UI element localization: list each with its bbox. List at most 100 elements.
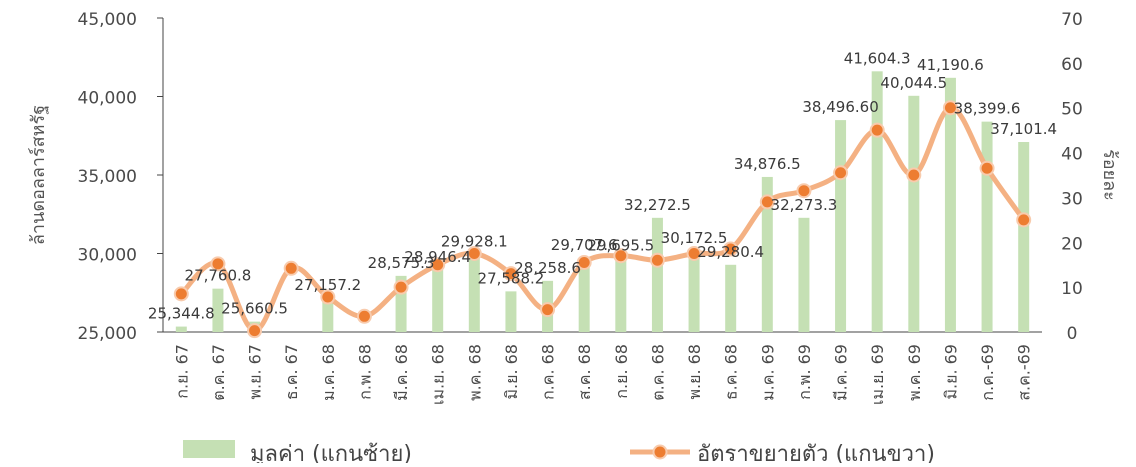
growth-point-18 [833,165,849,181]
category-label-7: เม.ย. 68 [429,344,448,405]
growth-line [178,105,1027,334]
right-axis-tick-label: 50 [1061,100,1083,120]
left-axis-tick-label: 25,000 [78,324,137,344]
legend-swatch-marker [652,444,668,460]
category-label-14: พ.ย. 68 [685,344,704,400]
category-label-19: เม.ย. 69 [868,344,887,405]
growth-point-12 [613,248,629,264]
category-label-9: มิ.ย. 68 [502,344,521,400]
left-axis-tick-label: 40,000 [78,89,137,109]
bar-value-label-10: 28,258.6 [514,259,581,277]
growth-point-14 [686,246,702,261]
category-label-22: ก.ค.-69 [978,344,997,401]
growth-point-10 [540,302,556,318]
category-label-15: ธ.ค. 68 [722,344,741,400]
bar-value-label-1: 27,760.8 [185,267,252,285]
category-label-2: พ.ย. 67 [246,344,265,400]
bar-value-label-19: 41,604.3 [844,49,911,67]
category-label-4: ม.ค. 68 [319,344,338,401]
bar-15 [725,264,737,332]
right-axis-title: ร้อยละ [1099,149,1120,201]
bar-19 [871,71,883,332]
bar-12 [615,258,627,332]
bar-14 [688,250,700,332]
legend-swatch-bar [183,440,235,458]
bar-1 [212,288,224,332]
bar-value-label-6: 28,575.3 [368,254,435,272]
category-label-0: ก.ย. 67 [172,344,191,399]
bar-20 [908,95,920,332]
growth-point-1 [210,256,226,272]
bar-13 [651,217,663,332]
bar-value-label-23: 37,101.4 [990,120,1057,138]
bar-value-label-18: 38,496.60 [802,98,878,116]
bar-21 [944,77,956,332]
right-axis-tick-label: 0 [1067,324,1078,344]
bar-value-label-20: 40,044.5 [880,74,947,92]
growth-point-22 [979,160,995,176]
bar-value-label-4: 27,157.2 [294,276,361,294]
left-axis-tick-label: 30,000 [78,246,137,266]
category-label-16: ม.ค. 69 [758,344,777,401]
growth-point-5 [356,308,372,324]
bar-22 [981,121,993,332]
bar-value-label-12: 29,695.5 [587,236,654,254]
category-label-17: ก.พ. 69 [795,344,814,400]
category-label-11: ส.ค. 68 [575,344,594,400]
growth-point-6 [393,279,409,295]
bar-18 [835,120,847,332]
category-label-13: ต.ค. 68 [648,344,667,401]
bar-value-label-9: 27,588.2 [478,269,545,287]
right-axis-tick-label: 30 [1061,189,1083,209]
bar-value-label-7: 28,946.4 [404,248,471,266]
left-axis-tick-label: 35,000 [78,167,137,187]
bar-23 [1018,142,1030,332]
bar-value-label-8: 29,928.1 [441,233,508,251]
category-label-12: ก.ย. 68 [612,344,631,399]
category-label-3: ธ.ค. 67 [282,344,301,400]
category-label-18: มี.ค. 69 [832,344,851,401]
bar-value-label-17: 32,273.3 [771,196,838,214]
growth-point-3 [283,260,299,276]
bar-value-label-11: 29,707.6 [551,236,618,254]
category-label-6: มี.ค. 68 [392,344,411,401]
legend-label-line: อัตราขยายตัว (แกนขวา) [697,442,935,463]
bar-value-label-22: 38,399.6 [954,100,1021,118]
growth-point-8 [466,246,482,261]
bar-8 [468,254,480,332]
growth-point-11 [576,254,592,270]
bar-11 [578,258,590,332]
bar-6 [395,275,407,332]
bar-value-label-15: 29,280.4 [697,243,764,261]
category-label-5: ก.พ. 68 [355,344,374,400]
bar-4 [322,298,334,332]
left-axis-title: ล้านดอลลาร์สหรัฐ [28,105,49,245]
category-label-21: มิ.ย. 69 [941,344,960,400]
bar-7 [432,270,444,332]
bar-value-label-16: 34,876.5 [734,155,801,173]
left-axis-tick-label: 45,000 [78,10,137,30]
bar-value-label-13: 32,272.5 [624,196,691,214]
category-label-20: พ.ค. 69 [905,344,924,401]
right-axis-tick-label: 60 [1061,55,1083,75]
right-axis-tick-label: 10 [1061,279,1083,299]
growth-point-2 [247,323,263,339]
right-axis-tick-label: 20 [1061,234,1083,254]
category-label-10: ก.ค. 68 [539,344,558,400]
category-label-23: ส.ค.-69 [1015,344,1034,401]
growth-point-19 [869,122,885,138]
growth-point-17 [796,183,812,199]
legend-label-bar: มูลค่า (แกนซ้าย) [250,442,412,463]
growth-point-4 [320,289,336,305]
growth-point-21 [942,100,958,116]
growth-point-20 [906,167,922,183]
category-label-8: พ.ค. 68 [465,344,484,401]
bar-value-label-2: 25,660.5 [221,300,288,318]
growth-point-9 [503,266,519,282]
growth-point-13 [649,252,665,268]
bar-value-label-21: 41,190.6 [917,56,984,74]
growth-point-0 [173,286,189,302]
bar-value-label-0: 25,344.8 [148,305,215,323]
